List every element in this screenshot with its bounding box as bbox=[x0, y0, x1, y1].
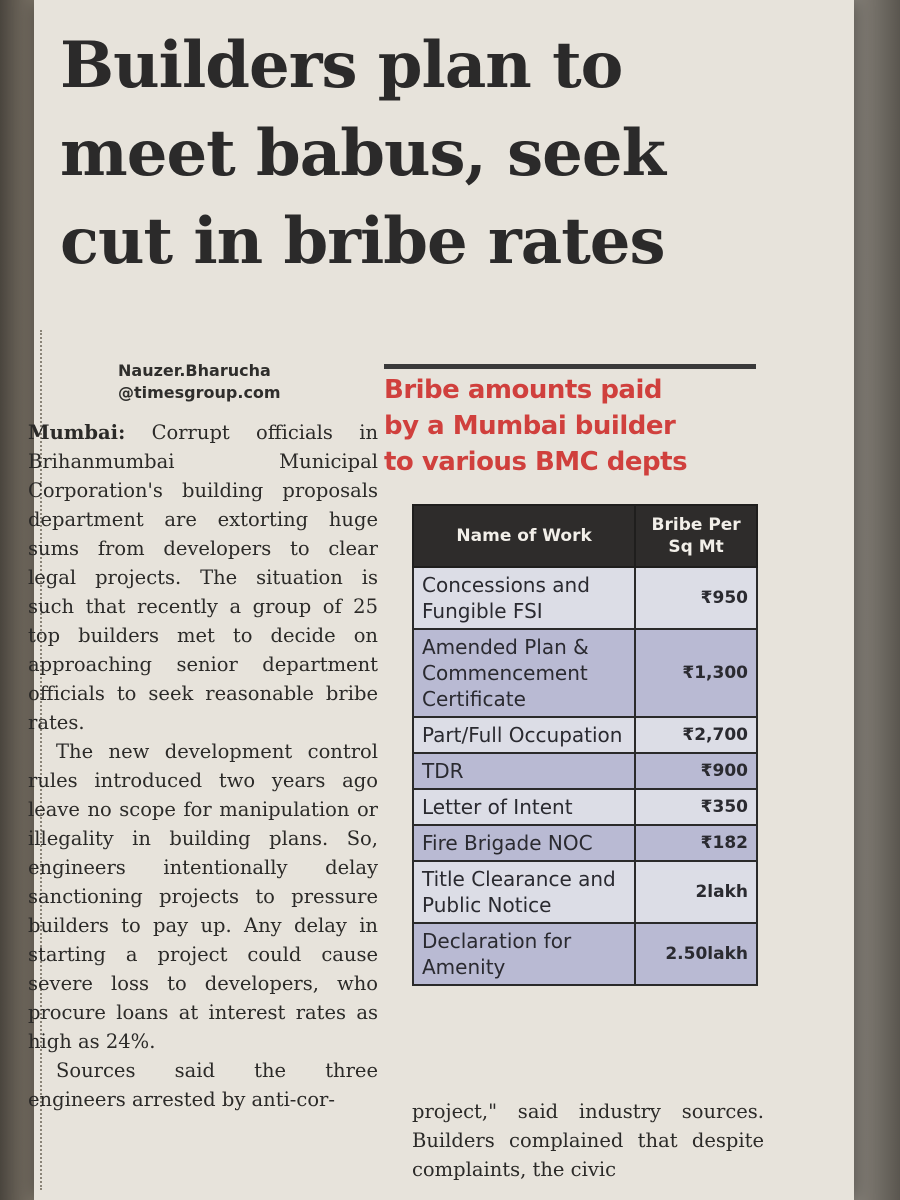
table-row: Declaration for Amenity 2.50lakh bbox=[411, 922, 758, 986]
article-body: Mumbai: Corrupt officials in Brihanmumba… bbox=[28, 418, 378, 1114]
table-caption-line: to various BMC depts bbox=[384, 447, 688, 477]
table-caption-line: Bribe amounts paid bbox=[384, 375, 663, 405]
header-bribe-per-sq-mt: Bribe Per Sq Mt bbox=[634, 504, 758, 568]
amount-cell: ₹2,700 bbox=[634, 716, 758, 754]
header-name-of-work: Name of Work bbox=[411, 504, 637, 568]
amount-cell: ₹350 bbox=[634, 788, 758, 826]
headline-line: Builders plan to bbox=[60, 28, 623, 103]
table-row: Part/Full Occupation ₹2,700 bbox=[411, 716, 758, 754]
paragraph-text: Corrupt officials in Brihanmumbai Munici… bbox=[28, 421, 378, 734]
work-cell: Declaration for Amenity bbox=[411, 922, 637, 986]
byline-email: @timesgroup.com bbox=[118, 383, 281, 402]
amount-cell: ₹950 bbox=[634, 566, 758, 630]
bribe-table: Name of Work Bribe Per Sq Mt Concessions… bbox=[411, 504, 758, 986]
table-row: Amended Plan & Commencement Certificate … bbox=[411, 628, 758, 718]
table-row: TDR ₹900 bbox=[411, 752, 758, 790]
byline: Nauzer.Bharucha @timesgroup.com bbox=[118, 360, 358, 404]
amount-cell: 2.50lakh bbox=[634, 922, 758, 986]
table-caption-line: by a Mumbai builder bbox=[384, 411, 676, 441]
work-cell: Concessions and Fungible FSI bbox=[411, 566, 637, 630]
headline: Builders plan to meet babus, seek cut in… bbox=[60, 22, 780, 286]
dateline: Mumbai: bbox=[28, 421, 126, 444]
work-cell: Fire Brigade NOC bbox=[411, 824, 637, 862]
work-cell: Title Clearance and Public Notice bbox=[411, 860, 637, 924]
table-header-row: Name of Work Bribe Per Sq Mt bbox=[411, 504, 758, 568]
table-caption: Bribe amounts paid by a Mumbai builder t… bbox=[384, 372, 756, 480]
table-row: Letter of Intent ₹350 bbox=[411, 788, 758, 826]
article-continuation: project," said industry sources. Builder… bbox=[412, 1100, 764, 1181]
work-cell: TDR bbox=[411, 752, 637, 790]
perforation-edge bbox=[40, 330, 42, 1190]
byline-author: Nauzer.Bharucha bbox=[118, 361, 271, 380]
table-top-rule bbox=[384, 364, 756, 369]
work-cell: Part/Full Occupation bbox=[411, 716, 637, 754]
table-row: Title Clearance and Public Notice 2lakh bbox=[411, 860, 758, 924]
work-cell: Amended Plan & Commencement Certificate bbox=[411, 628, 637, 718]
article-paragraph: The new development control rules introd… bbox=[28, 740, 378, 1053]
article-paragraph: Mumbai: Corrupt officials in Brihanmumba… bbox=[28, 418, 378, 737]
work-cell: Letter of Intent bbox=[411, 788, 637, 826]
amount-cell: 2lakh bbox=[634, 860, 758, 924]
amount-cell: ₹900 bbox=[634, 752, 758, 790]
headline-line: cut in bribe rates bbox=[60, 204, 666, 279]
amount-cell: ₹182 bbox=[634, 824, 758, 862]
article-paragraph: Sources said the three engineers arreste… bbox=[28, 1059, 378, 1111]
table-row: Fire Brigade NOC ₹182 bbox=[411, 824, 758, 862]
amount-cell: ₹1,300 bbox=[634, 628, 758, 718]
headline-line: meet babus, seek bbox=[60, 116, 666, 191]
table-row: Concessions and Fungible FSI ₹950 bbox=[411, 566, 758, 630]
